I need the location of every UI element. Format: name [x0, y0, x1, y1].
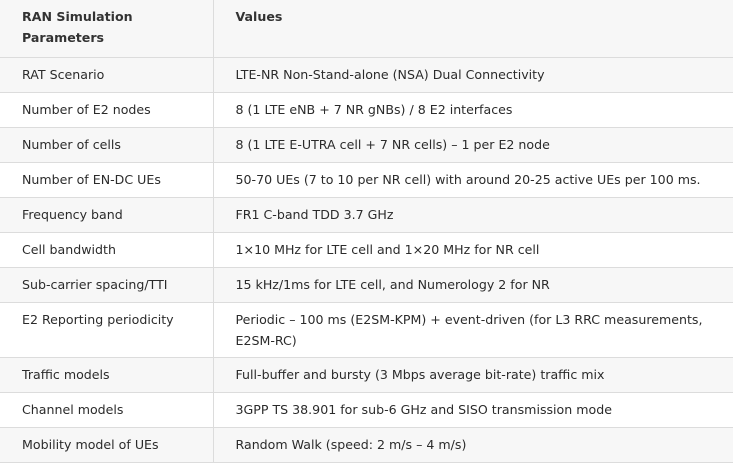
table-row: Sub-carrier spacing/TTI 15 kHz/1ms for L… — [0, 266, 733, 303]
header-values: Values — [212, 0, 733, 58]
value-cell: 50-70 UEs (7 to 10 per NR cell) with aro… — [212, 161, 733, 198]
table-header: RAN Simulation Parameters Values — [0, 0, 733, 58]
parameter-cell: Number of EN-DC UEs — [0, 161, 214, 198]
value-cell: Full-buffer and bursty (3 Mbps average b… — [212, 356, 733, 393]
header-row: RAN Simulation Parameters Values — [0, 0, 733, 58]
table-row: Channel models 3GPP TS 38.901 for sub-6 … — [0, 391, 733, 428]
table-row: RAT Scenario LTE-NR Non-Stand-alone (NSA… — [0, 56, 733, 93]
value-cell: FR1 C-band TDD 3.7 GHz — [212, 196, 733, 233]
table-row: Frequency band FR1 C-band TDD 3.7 GHz — [0, 196, 733, 233]
table-row: Number of EN-DC UEs 50-70 UEs (7 to 10 p… — [0, 161, 733, 198]
parameter-cell: Sub-carrier spacing/TTI — [0, 266, 214, 303]
parameter-cell: Channel models — [0, 391, 214, 428]
header-parameters: RAN Simulation Parameters — [0, 0, 214, 58]
parameter-cell: RAT Scenario — [0, 56, 214, 93]
parameter-cell: Traffic models — [0, 356, 214, 393]
parameter-cell: Number of cells — [0, 126, 214, 163]
parameter-cell: E2 Reporting periodicity — [0, 301, 214, 358]
value-cell: Periodic – 100 ms (E2SM-KPM) + event-dri… — [212, 301, 733, 358]
table-row: Number of cells 8 (1 LTE E-UTRA cell + 7… — [0, 126, 733, 163]
value-cell: 1×10 MHz for LTE cell and 1×20 MHz for N… — [212, 231, 733, 268]
value-cell: 8 (1 LTE eNB + 7 NR gNBs) / 8 E2 interfa… — [212, 91, 733, 128]
value-cell: 3GPP TS 38.901 for sub-6 GHz and SISO tr… — [212, 391, 733, 428]
value-cell: LTE-NR Non-Stand-alone (NSA) Dual Connec… — [212, 56, 733, 93]
table-body: RAT Scenario LTE-NR Non-Stand-alone (NSA… — [0, 56, 733, 463]
table-row: Cell bandwidth 1×10 MHz for LTE cell and… — [0, 231, 733, 268]
table-row: E2 Reporting periodicity Periodic – 100 … — [0, 301, 733, 358]
parameter-cell: Mobility model of UEs — [0, 426, 214, 463]
table-row: Mobility model of UEs Random Walk (speed… — [0, 426, 733, 463]
parameter-cell: Frequency band — [0, 196, 214, 233]
value-cell: Random Walk (speed: 2 m/s – 4 m/s) — [212, 426, 733, 463]
table-row: Traffic models Full-buffer and bursty (3… — [0, 356, 733, 393]
value-cell: 8 (1 LTE E-UTRA cell + 7 NR cells) – 1 p… — [212, 126, 733, 163]
parameter-cell: Number of E2 nodes — [0, 91, 214, 128]
value-cell: 15 kHz/1ms for LTE cell, and Numerology … — [212, 266, 733, 303]
table-row: Number of E2 nodes 8 (1 LTE eNB + 7 NR g… — [0, 91, 733, 128]
parameter-cell: Cell bandwidth — [0, 231, 214, 268]
